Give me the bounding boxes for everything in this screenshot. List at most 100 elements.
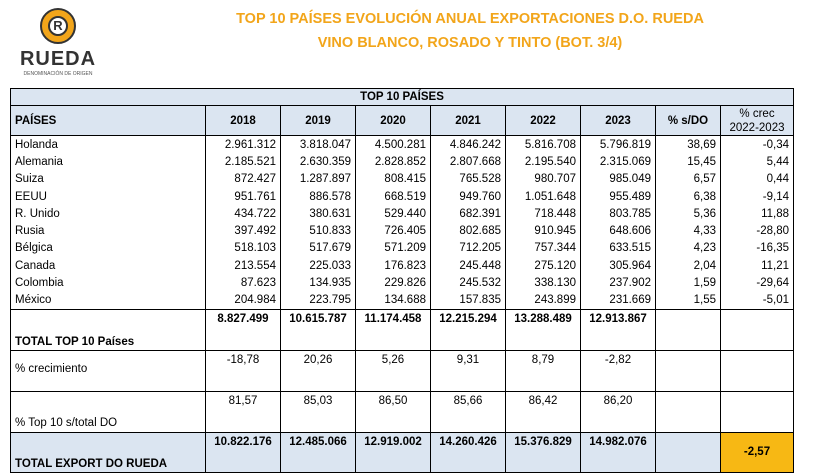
column-header-8: % crec 2022-2023 bbox=[720, 105, 794, 136]
value-cell: 10.822.176 bbox=[205, 431, 281, 473]
value-cell: 648.606 bbox=[580, 222, 656, 240]
value-cell: 2.185.521 bbox=[205, 153, 281, 171]
country-cell: Alemania bbox=[10, 153, 206, 171]
value-cell: 213.554 bbox=[205, 257, 281, 275]
value-cell: 2.828.852 bbox=[355, 153, 431, 171]
share-cell: 1,59 bbox=[655, 274, 721, 292]
column-header-2: 2019 bbox=[280, 105, 356, 136]
value-cell: 1.051.648 bbox=[505, 187, 581, 206]
value-cell: 726.405 bbox=[355, 222, 431, 240]
growth-cell: 11,88 bbox=[720, 205, 794, 223]
value-cell: 808.415 bbox=[355, 170, 431, 188]
value-cell: 633.515 bbox=[580, 239, 656, 258]
country-cell: Bélgica bbox=[10, 239, 206, 258]
value-cell: 11.174.458 bbox=[355, 308, 431, 351]
share-cell: 38,69 bbox=[655, 135, 721, 154]
value-cell: 2.961.312 bbox=[205, 135, 281, 154]
total-export-row: TOTAL EXPORT DO RUEDA 10.822.176 12.485.06… bbox=[10, 431, 794, 473]
value-cell: 157.835 bbox=[430, 291, 506, 310]
value-cell: 3.818.047 bbox=[280, 135, 356, 154]
table-row: EEUU 951.761 886.578 668.519 949.760 1.051.64… bbox=[10, 187, 794, 206]
rueda-logo-icon: R bbox=[40, 8, 76, 44]
value-cell: 668.519 bbox=[355, 187, 431, 206]
value-cell: 765.528 bbox=[430, 170, 506, 188]
value-cell: 9,31 bbox=[430, 349, 506, 392]
column-header-7: % s/DO bbox=[655, 105, 721, 136]
value-cell: 571.209 bbox=[355, 239, 431, 258]
growth-cell: 11,21 bbox=[720, 257, 794, 275]
top10-share-row-label: % Top 10 s/total DO bbox=[10, 390, 206, 433]
value-cell: 682.391 bbox=[430, 205, 506, 223]
value-cell: 8.827.499 bbox=[205, 308, 281, 351]
value-cell: 86,42 bbox=[505, 390, 581, 433]
growth-highlight-cell: -2,57 bbox=[720, 431, 794, 473]
value-cell: 12.919.002 bbox=[355, 431, 431, 473]
value-cell: 12.913.867 bbox=[580, 308, 656, 351]
value-cell: 225.033 bbox=[280, 257, 356, 275]
value-cell: 5.796.819 bbox=[580, 135, 656, 154]
value-cell: 10.615.787 bbox=[280, 308, 356, 351]
growth-cell: -29,64 bbox=[720, 274, 794, 292]
growth-cell: -16,35 bbox=[720, 239, 794, 258]
value-cell: 802.685 bbox=[430, 222, 506, 240]
value-cell: 231.669 bbox=[580, 291, 656, 310]
table-row: Alemania 2.185.521 2.630.359 2.828.852 2.807… bbox=[10, 153, 794, 171]
value-cell: 4.500.281 bbox=[355, 135, 431, 154]
page-title-line1: TOP 10 PAÍSES EVOLUCIÓN ANUAL EXPORTACIO… bbox=[236, 11, 704, 27]
empty-cell bbox=[720, 308, 794, 351]
country-cell: Holanda bbox=[10, 135, 206, 154]
value-cell: 2.630.359 bbox=[280, 153, 356, 171]
value-cell: 134.688 bbox=[355, 291, 431, 310]
growth-cell: -9,14 bbox=[720, 187, 794, 206]
share-cell: 4,33 bbox=[655, 222, 721, 240]
value-cell: 14.982.076 bbox=[580, 431, 656, 473]
value-cell: 223.795 bbox=[280, 291, 356, 310]
value-cell: 5.816.708 bbox=[505, 135, 581, 154]
country-cell: Rusia bbox=[10, 222, 206, 240]
value-cell: 305.964 bbox=[580, 257, 656, 275]
value-cell: 237.902 bbox=[580, 274, 656, 292]
value-cell: 434.722 bbox=[205, 205, 281, 223]
value-cell: 245.532 bbox=[430, 274, 506, 292]
value-cell: 380.631 bbox=[280, 205, 356, 223]
total-export-row-label: TOTAL EXPORT DO RUEDA bbox=[10, 431, 206, 473]
table-row: Bélgica 518.103 517.679 571.209 712.205 757.3… bbox=[10, 239, 794, 258]
country-cell: Suiza bbox=[10, 170, 206, 188]
value-cell: 718.448 bbox=[505, 205, 581, 223]
empty-cell bbox=[655, 431, 721, 473]
growth-cell: -0,34 bbox=[720, 135, 794, 154]
value-cell: 243.899 bbox=[505, 291, 581, 310]
table-row: Rusia 397.492 510.833 726.405 802.685 910.945… bbox=[10, 222, 794, 240]
share-cell: 5,36 bbox=[655, 205, 721, 223]
value-cell: 86,50 bbox=[355, 390, 431, 433]
value-cell: 980.707 bbox=[505, 170, 581, 188]
value-cell: 886.578 bbox=[280, 187, 356, 206]
value-cell: 2.195.540 bbox=[505, 153, 581, 171]
table-row: Suiza 872.427 1.287.897 808.415 765.528 980.7… bbox=[10, 170, 794, 188]
empty-cell bbox=[720, 390, 794, 433]
value-cell: 529.440 bbox=[355, 205, 431, 223]
table-row: México 204.984 223.795 134.688 157.835 243.89… bbox=[10, 291, 794, 310]
value-cell: 1.287.897 bbox=[280, 170, 356, 188]
value-cell: 712.205 bbox=[430, 239, 506, 258]
value-cell: 14.260.426 bbox=[430, 431, 506, 473]
value-cell: 13.288.489 bbox=[505, 308, 581, 351]
value-cell: 12.215.294 bbox=[430, 308, 506, 351]
table-row: Colombia 87.623 134.935 229.826 245.532 338.1… bbox=[10, 274, 794, 292]
value-cell: 20,26 bbox=[280, 349, 356, 392]
value-cell: 517.679 bbox=[280, 239, 356, 258]
value-cell: 955.489 bbox=[580, 187, 656, 206]
logo-word: RUEDA bbox=[19, 48, 97, 70]
value-cell: -18,78 bbox=[205, 349, 281, 392]
value-cell: 134.935 bbox=[280, 274, 356, 292]
value-cell: 85,66 bbox=[430, 390, 506, 433]
share-cell: 4,23 bbox=[655, 239, 721, 258]
empty-cell bbox=[655, 308, 721, 351]
value-cell: 510.833 bbox=[280, 222, 356, 240]
total-top10-row-label: TOTAL TOP 10 Países bbox=[10, 308, 206, 351]
table-row: R. Unido 434.722 380.631 529.440 682.391 718.… bbox=[10, 205, 794, 223]
value-cell: 518.103 bbox=[205, 239, 281, 258]
growth-row: % crecimiento -18,78 20,26 5,26 9,31 8,79 -2,8… bbox=[10, 349, 794, 392]
table-caption: TOP 10 PAÍSES bbox=[10, 88, 794, 106]
column-header-3: 2020 bbox=[355, 105, 431, 136]
